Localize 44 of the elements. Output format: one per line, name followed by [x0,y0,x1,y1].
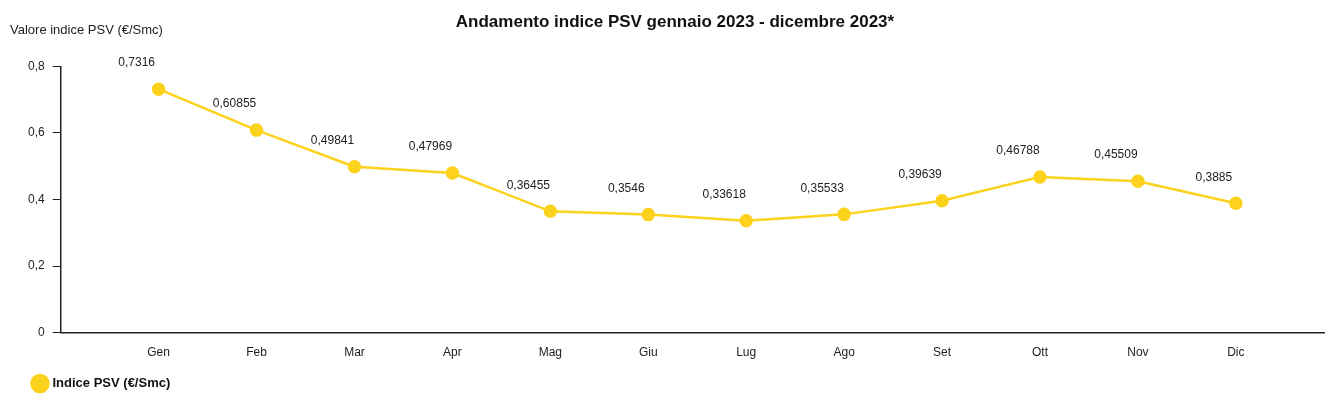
point [1229,196,1243,211]
chart-title: Andamento indice PSV gennaio 2023 - dicembre 2023* [455,11,895,31]
y-tick-label: 0,6 [27,125,45,140]
y-tick-label: 0,4 [27,191,45,206]
point [151,82,166,96]
point [837,207,851,222]
x-tick-label: Set [933,345,952,360]
x-tick-label: Dic [1227,345,1245,360]
data-label: 0,45509 [1094,147,1138,162]
x-tick-label: Gen [147,345,170,360]
point [641,207,656,222]
point [347,160,362,174]
x-tick-label: Mar [344,345,365,360]
data-label: 0,39639 [898,167,943,182]
point [543,204,558,219]
x-tick-label: Mag [538,345,563,360]
point [739,213,753,228]
point [1131,174,1145,188]
x-tick-label: Giu [638,345,658,360]
y-tick-label: 0 [37,324,45,339]
x-tick-label: Ott [1031,345,1049,360]
x-tick-label: Nov [1127,345,1149,360]
y-tick-label: 0,2 [27,258,45,273]
x-tick-label: Feb [246,345,268,360]
data-label: 0,46788 [996,143,1041,158]
x-tick-label: Apr [443,345,462,360]
data-label: 0,49841 [310,133,355,148]
data-label: 0,60855 [212,96,257,111]
point [935,193,949,208]
y-tick-label: 0,8 [27,58,45,73]
y-axis-title: Valore indice PSV (€/Smc) [10,21,163,37]
point [249,123,264,137]
data-label: 0,33618 [702,187,747,202]
point [445,166,460,180]
point [1033,170,1047,184]
data-label: 0,7316 [118,55,156,70]
data-label: 0,36455 [506,177,551,192]
legend-label: Indice PSV (€/Smc) [52,375,171,391]
x-tick-label: Ago [833,345,856,360]
data-label: 0,3885 [1195,169,1233,184]
data-label: 0,35533 [800,180,845,195]
x-tick-label: Lug [736,345,757,360]
data-label: 0,47969 [408,139,453,154]
data-label: 0,3546 [607,180,645,195]
